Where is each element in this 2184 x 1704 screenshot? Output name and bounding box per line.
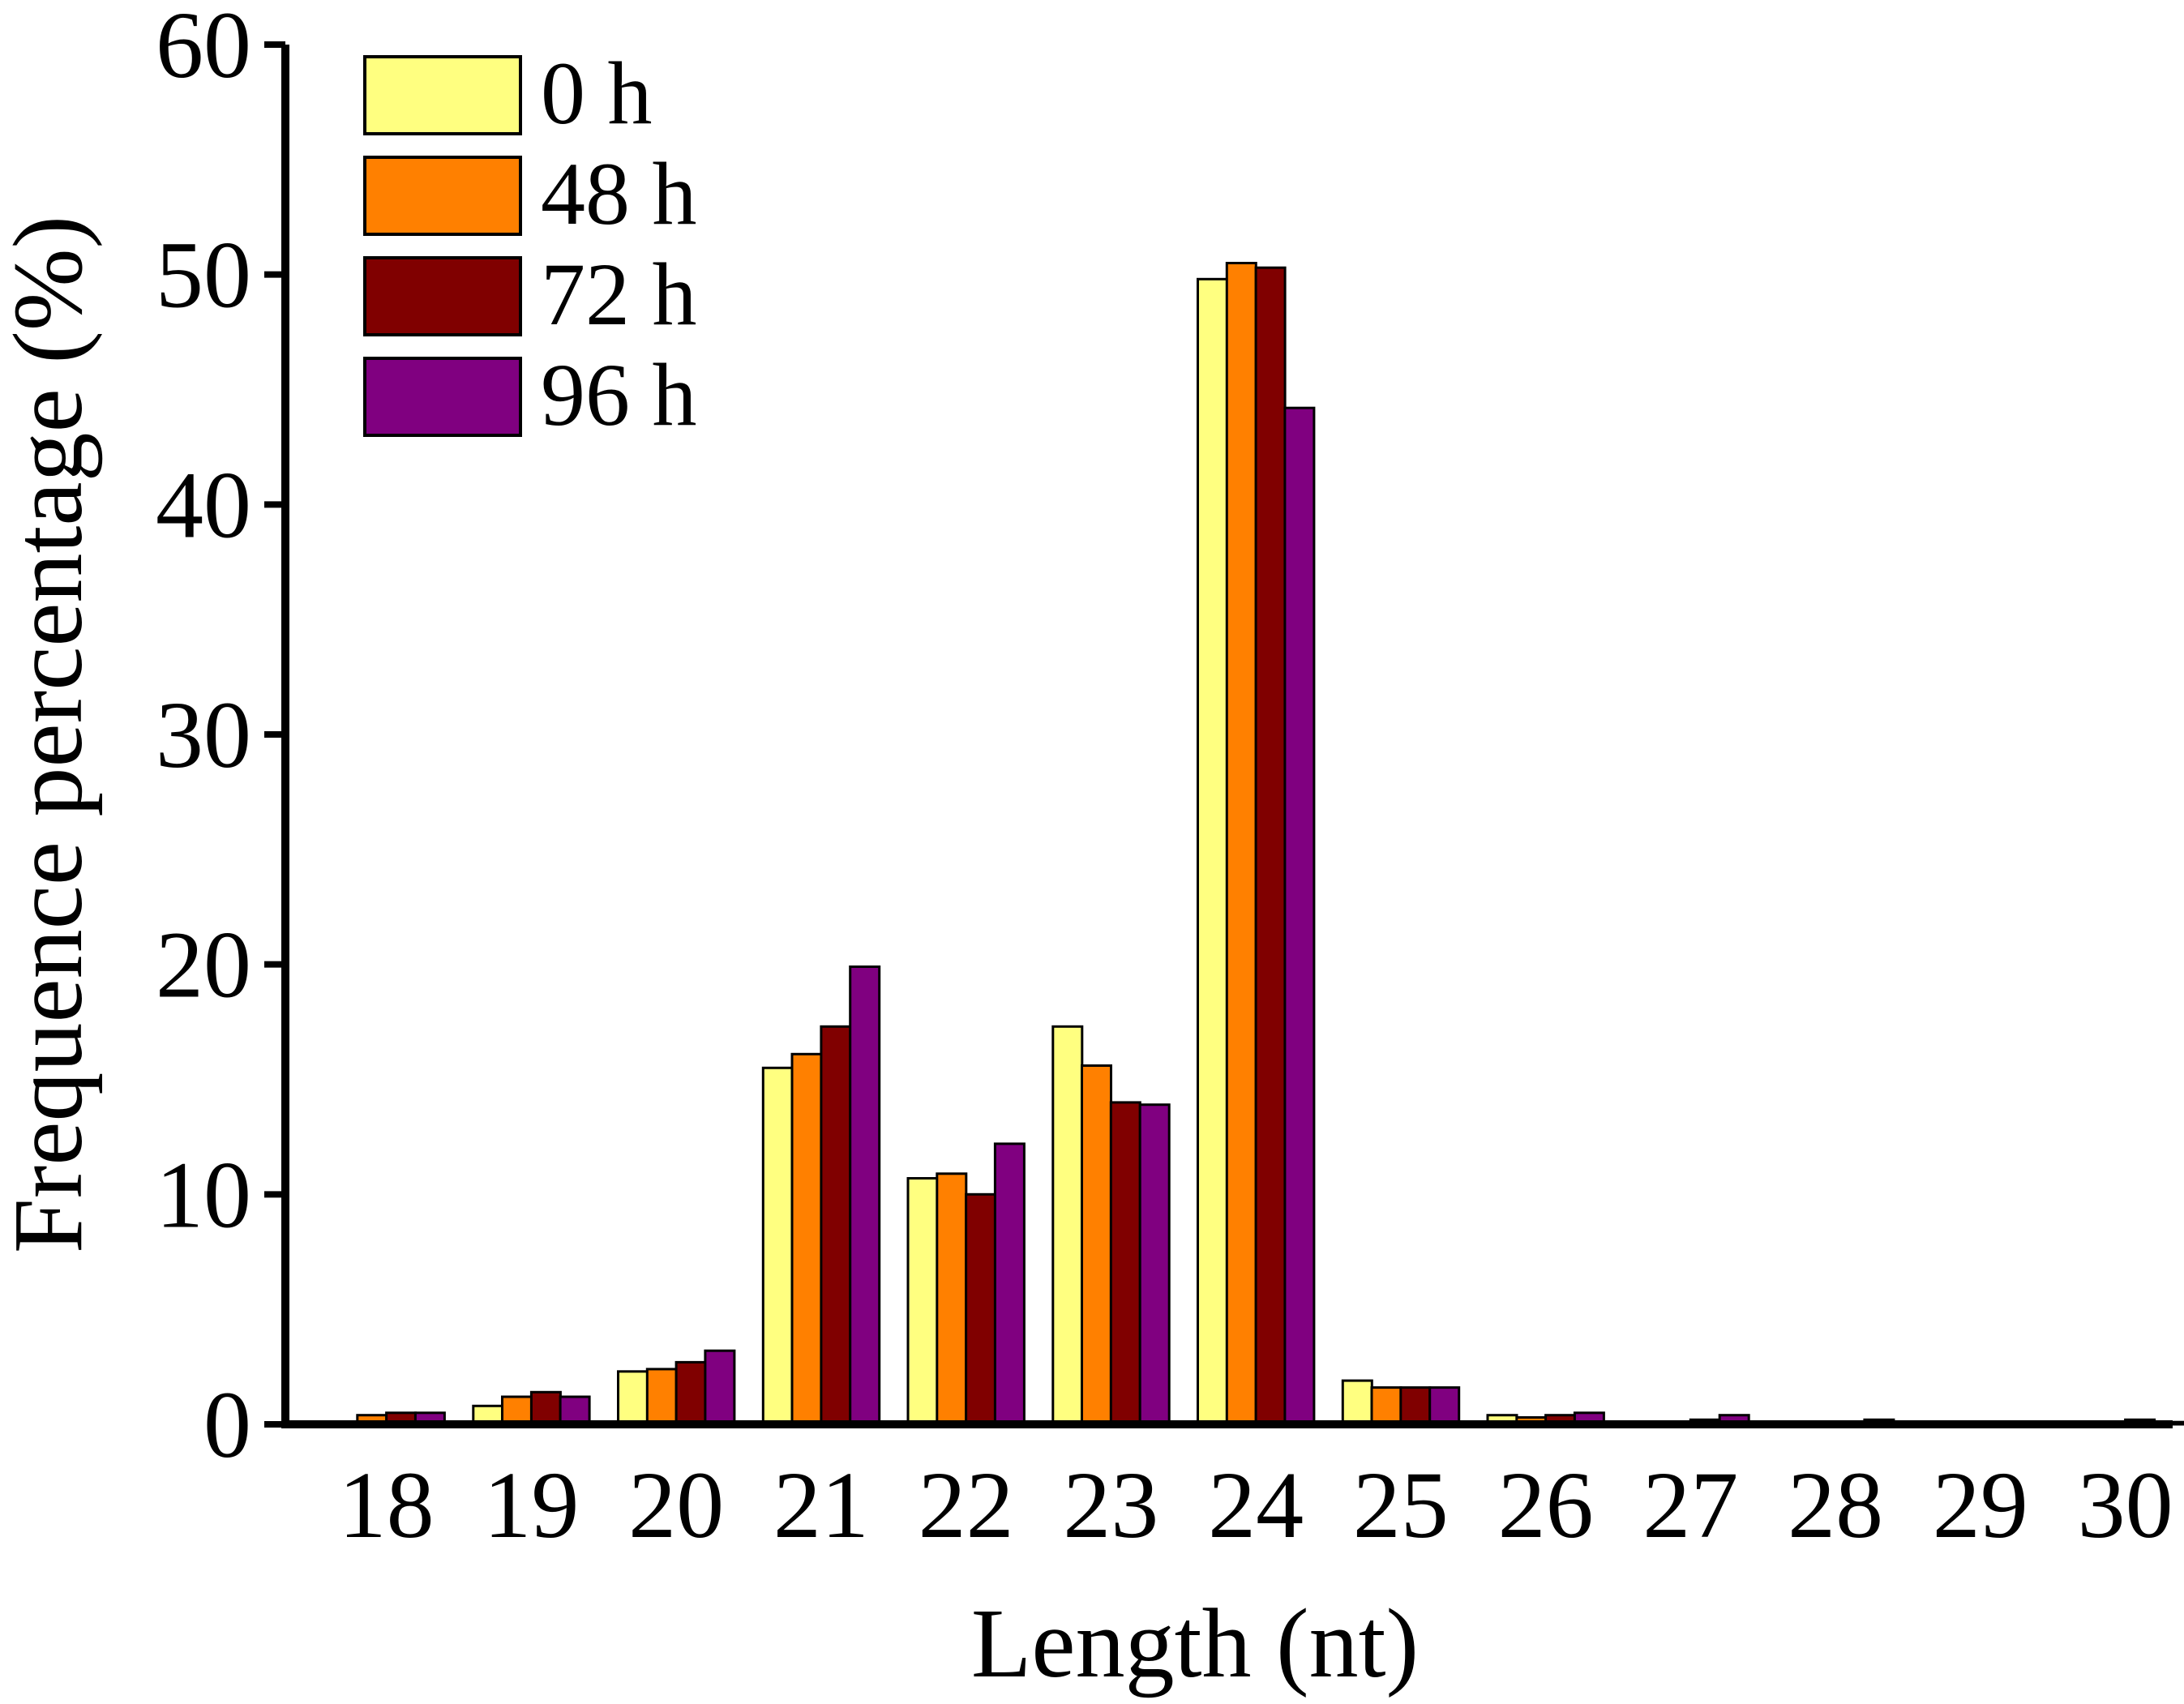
x-tick-label: 20 — [628, 1452, 724, 1558]
bar-24-series-3 — [1283, 406, 1316, 1426]
x-tick-label: 26 — [1498, 1452, 1594, 1558]
legend-label-3: 96 h — [541, 345, 697, 444]
x-axis-title: Length (nt) — [971, 1589, 1419, 1698]
bar-20-series-2 — [674, 1360, 707, 1426]
bar-20-series-3 — [704, 1349, 736, 1426]
x-tick-label: 27 — [1642, 1452, 1738, 1558]
bar-22-series-2 — [965, 1192, 997, 1426]
y-tick-label: 30 — [156, 682, 251, 788]
bar-20-series-1 — [645, 1368, 678, 1426]
legend-swatch-0 — [363, 55, 522, 135]
x-tick-label: 24 — [1208, 1452, 1304, 1558]
x-tick-label: 19 — [483, 1452, 579, 1558]
y-axis-title: Frequence percentage (%) — [0, 216, 103, 1253]
bar-19-series-3 — [559, 1395, 591, 1426]
x-tick-label: 25 — [1353, 1452, 1449, 1558]
y-tick-label: 40 — [156, 452, 251, 558]
bar-22-series-0 — [906, 1177, 939, 1426]
bar-22-series-1 — [936, 1172, 968, 1426]
bar-21-series-3 — [849, 965, 881, 1426]
legend-label-2: 72 h — [541, 245, 697, 344]
y-tick-label: 20 — [156, 912, 251, 1018]
bar-25-series-3 — [1428, 1386, 1461, 1426]
legend: 0 h48 h72 h96 h — [363, 44, 697, 444]
x-tick-label: 30 — [2078, 1452, 2173, 1558]
bar-23-series-3 — [1138, 1103, 1171, 1426]
legend-swatch-3 — [363, 357, 522, 437]
bar-24-series-1 — [1225, 262, 1257, 1426]
y-tick-label: 60 — [156, 0, 251, 98]
x-ticks-layer: 18 19 20 21 22 23 24 25 26 27 28 29 30 — [339, 1452, 2173, 1558]
x-tick-label: 22 — [919, 1452, 1014, 1558]
bar-22-series-3 — [993, 1142, 1026, 1426]
bar-25-series-0 — [1341, 1379, 1373, 1426]
legend-label-0: 0 h — [541, 44, 653, 143]
bar-19-series-1 — [501, 1395, 533, 1426]
y-tick-label: 50 — [156, 222, 251, 328]
bar-24-series-2 — [1254, 266, 1287, 1426]
bar-25-series-1 — [1370, 1386, 1402, 1426]
bar-21-series-0 — [761, 1066, 794, 1426]
y-ticks-layer: 0 10 20 30 40 50 60 — [156, 0, 285, 1478]
bar-21-series-1 — [790, 1052, 823, 1426]
y-tick-label: 10 — [156, 1141, 251, 1248]
x-tick-label: 28 — [1788, 1452, 1883, 1558]
bar-24-series-0 — [1197, 277, 1228, 1426]
x-tick-label: 29 — [1933, 1452, 2028, 1558]
x-tick-label: 21 — [773, 1452, 869, 1558]
x-tick-label: 18 — [339, 1452, 435, 1558]
bar-23-series-1 — [1081, 1064, 1112, 1426]
legend-label-1: 48 h — [541, 144, 697, 243]
legend-swatch-1 — [363, 156, 522, 236]
bar-20-series-0 — [617, 1370, 649, 1426]
y-tick-label: 0 — [203, 1372, 251, 1478]
bar-21-series-2 — [820, 1025, 852, 1426]
bar-23-series-2 — [1109, 1101, 1141, 1426]
bar-25-series-2 — [1399, 1386, 1432, 1426]
bar-23-series-0 — [1051, 1025, 1084, 1426]
x-tick-label: 23 — [1063, 1452, 1158, 1558]
bar-19-series-2 — [529, 1390, 562, 1426]
legend-swatch-2 — [363, 256, 522, 336]
